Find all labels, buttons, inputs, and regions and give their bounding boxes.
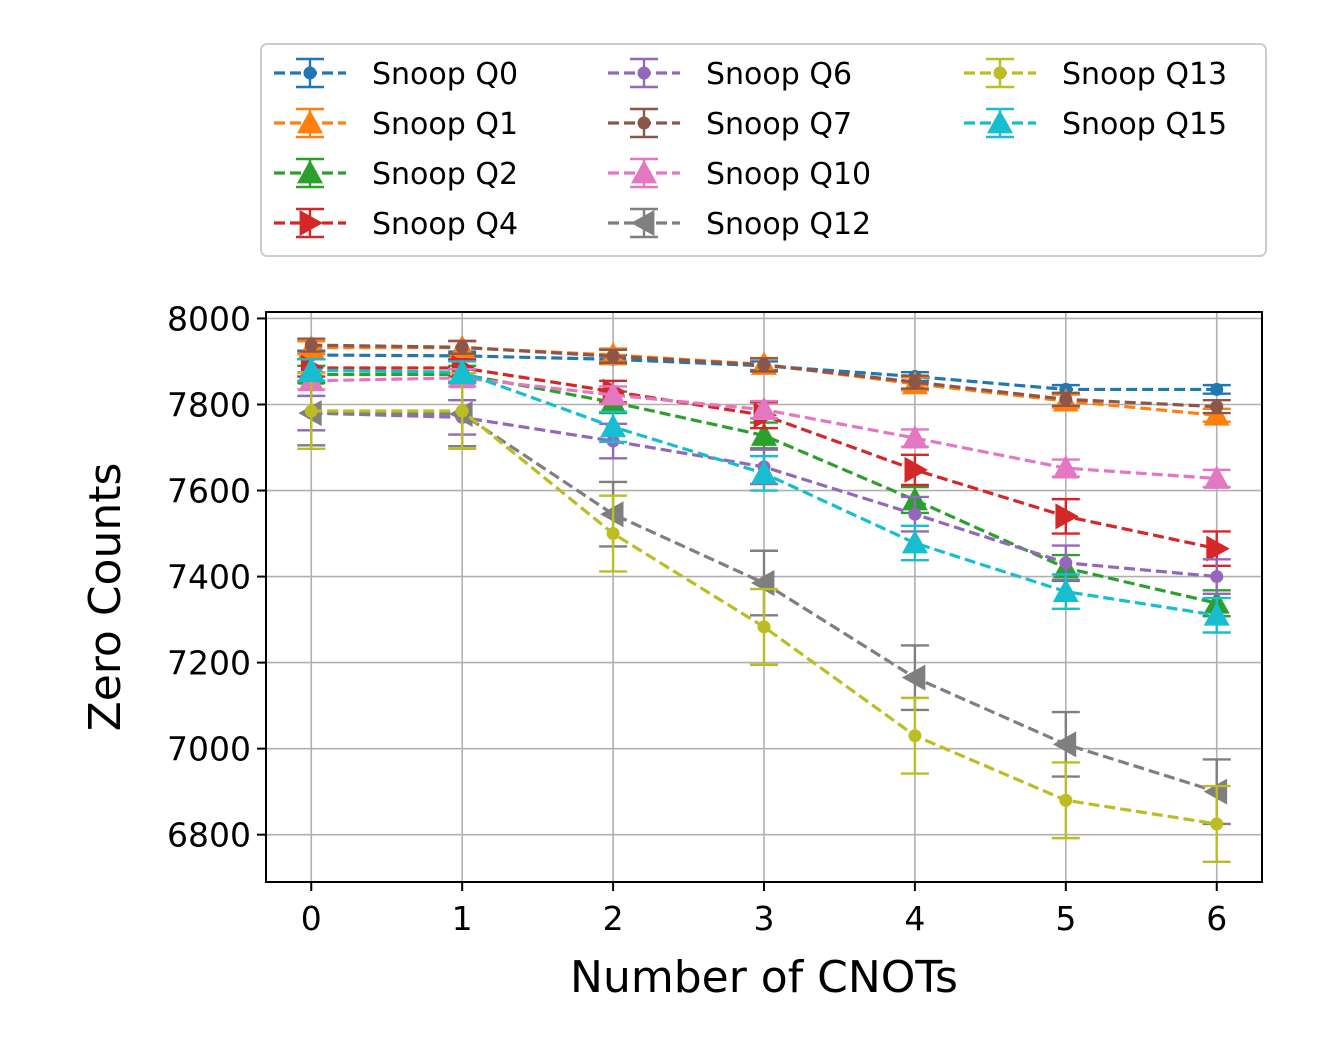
data-point <box>1203 602 1230 626</box>
legend-marker <box>987 110 1013 134</box>
data-point <box>1210 570 1224 584</box>
y-tick-label-0: 6800 <box>167 816 251 855</box>
data-point <box>449 359 476 383</box>
x-tick-label-1: 1 <box>452 899 473 938</box>
legend-label: Snoop Q10 <box>706 157 871 192</box>
data-point <box>298 357 325 381</box>
legend-label: Snoop Q1 <box>372 107 518 142</box>
y-axis-title: Zero Counts <box>80 463 131 732</box>
data-point <box>600 382 627 406</box>
legend-label: Snoop Q4 <box>372 207 518 242</box>
x-tick-label-3: 3 <box>754 899 775 938</box>
legend-label: Snoop Q6 <box>706 57 852 92</box>
data-point <box>304 338 318 352</box>
legend-marker <box>297 160 323 184</box>
legend-item: Snoop Q2 <box>274 157 518 192</box>
data-point <box>908 729 922 743</box>
data-point <box>757 620 771 634</box>
legend-label: Snoop Q15 <box>1062 107 1227 142</box>
legend-label: Snoop Q2 <box>372 157 518 192</box>
data-point <box>600 501 624 528</box>
x-axis-title: Number of CNOTs <box>570 952 958 1003</box>
legend-item: Snoop Q12 <box>608 207 871 242</box>
data-point <box>304 404 318 418</box>
y-tick-label-6: 8000 <box>167 299 251 338</box>
legend-marker <box>637 66 651 80</box>
legend-marker <box>631 210 655 236</box>
series-snoop-q7 <box>297 337 1231 415</box>
data-point <box>455 404 469 418</box>
x-tick-label-6: 6 <box>1206 899 1227 938</box>
y-tick-label-2: 7200 <box>167 644 251 683</box>
legend-label: Snoop Q13 <box>1062 57 1227 92</box>
legend-marker <box>993 66 1007 80</box>
legend: Snoop Q0 Snoop Q1 Snoop Q2 Snoop Q4 Snoop Q6… <box>260 43 1267 257</box>
legend-marker <box>297 110 323 134</box>
data-point <box>751 422 777 446</box>
x-tick-label-5: 5 <box>1055 899 1076 938</box>
legend-marker <box>299 210 323 236</box>
data-point <box>1210 817 1224 831</box>
data-point <box>751 460 777 484</box>
data-point <box>600 413 627 438</box>
data-point <box>908 507 922 521</box>
data-point <box>908 375 922 389</box>
series-snoop-q13 <box>297 371 1231 863</box>
legend-item: Snoop Q13 <box>964 57 1227 92</box>
legend-item: Snoop Q1 <box>274 107 518 142</box>
data-point <box>1203 465 1230 489</box>
legend-box <box>260 43 1267 257</box>
data-point <box>1210 382 1224 396</box>
legend-item: Snoop Q6 <box>608 57 852 92</box>
x-tick-label-4: 4 <box>904 899 925 938</box>
legend-marker <box>303 66 317 80</box>
y-tick-label-5: 7800 <box>167 385 251 424</box>
legend-label: Snoop Q7 <box>706 107 852 142</box>
data-point <box>904 456 928 483</box>
data-point <box>1052 578 1079 603</box>
data-point <box>606 349 620 363</box>
y-tick-label-3: 7400 <box>167 558 251 597</box>
x-tick-label-0: 0 <box>301 899 322 938</box>
series-snoop-q15 <box>297 357 1231 634</box>
legend-label: Snoop Q0 <box>372 57 518 92</box>
data-point <box>1059 556 1073 570</box>
data-point <box>901 530 928 554</box>
data-point <box>1210 400 1224 414</box>
data-point <box>1059 392 1073 406</box>
legend-marker <box>631 160 657 184</box>
legend-item: Snoop Q0 <box>274 57 518 92</box>
x-tick-label-2: 2 <box>603 899 624 938</box>
data-point <box>1052 455 1079 479</box>
data-point <box>455 340 469 354</box>
data-point <box>1055 503 1079 530</box>
legend-item: Snoop Q4 <box>274 207 518 242</box>
data-point <box>901 664 926 691</box>
data-point <box>1052 731 1077 758</box>
data-point <box>751 396 777 421</box>
data-point <box>1206 535 1230 562</box>
y-tick-label-1: 7000 <box>167 730 251 769</box>
legend-item: Snoop Q10 <box>608 157 871 192</box>
legend-item: Snoop Q7 <box>608 107 852 142</box>
legend-label: Snoop Q12 <box>706 207 871 242</box>
legend-marker <box>637 116 651 130</box>
data-point <box>606 527 620 541</box>
data-point <box>1059 793 1073 807</box>
data-point <box>901 425 928 449</box>
y-tick-label-4: 7600 <box>167 472 251 511</box>
legend-item: Snoop Q15 <box>964 107 1227 142</box>
data-point <box>757 358 771 372</box>
